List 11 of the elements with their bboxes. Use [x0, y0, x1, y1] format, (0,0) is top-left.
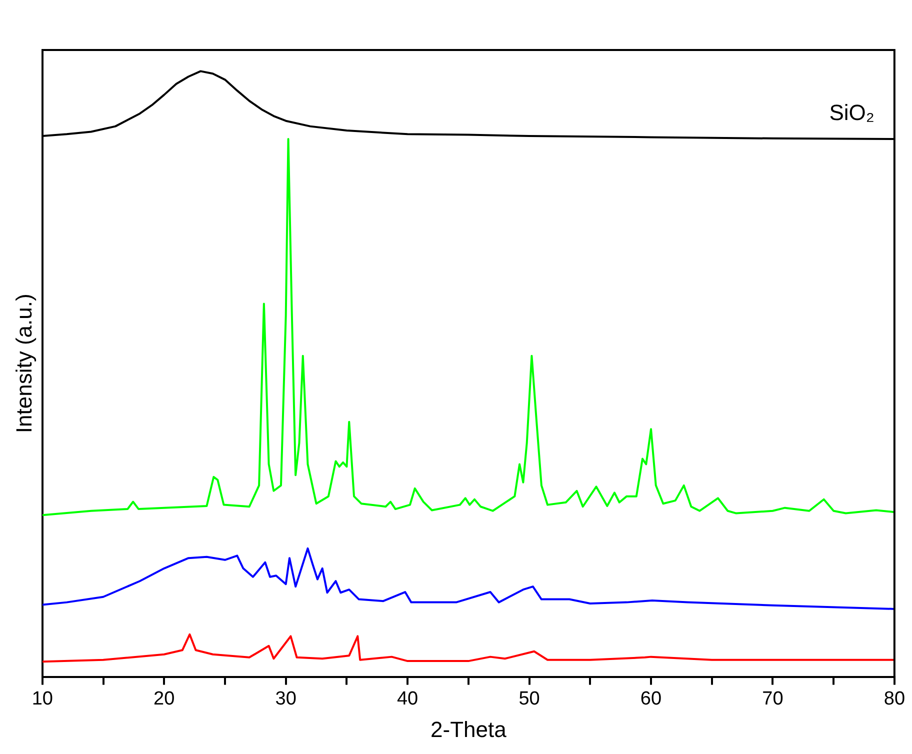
series-label: SiO₂: [829, 100, 874, 126]
x-tick-label: 10: [32, 688, 53, 710]
x-tick-label: 60: [640, 688, 662, 710]
x-tick-label: 20: [154, 688, 175, 710]
x-tick-label: 80: [884, 688, 906, 710]
x-tick-label: 70: [762, 688, 784, 710]
y-axis-title: Intensity (a.u.): [11, 294, 36, 434]
x-tick-label: 50: [518, 688, 540, 710]
x-axis-title: 2-Theta: [430, 716, 508, 742]
x-tick-label: 30: [275, 688, 296, 710]
x-tick-label: 40: [396, 688, 418, 710]
